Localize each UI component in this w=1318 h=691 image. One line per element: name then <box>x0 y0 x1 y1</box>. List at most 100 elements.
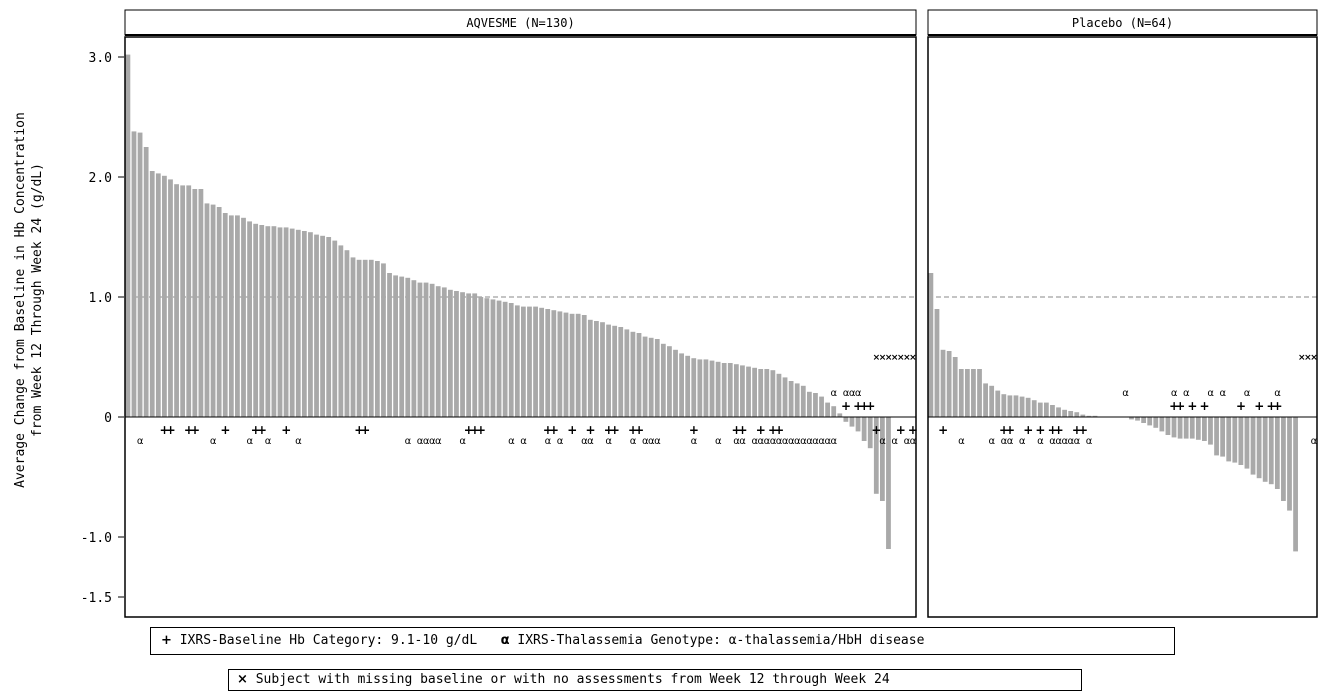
bar <box>235 215 240 417</box>
bar <box>612 325 618 417</box>
bar <box>411 280 417 417</box>
alpha-marker: α <box>739 436 746 447</box>
plus-marker-icon: + <box>161 633 172 648</box>
alpha-marker: α <box>879 436 886 447</box>
plus-marker: + <box>604 423 614 437</box>
bar <box>873 417 879 494</box>
bar <box>308 232 313 417</box>
alpha-marker: α <box>295 436 302 447</box>
bar <box>521 306 526 417</box>
plus-marker: + <box>738 423 748 437</box>
bar <box>447 289 453 417</box>
plus-marker: + <box>999 423 1009 437</box>
alpha-marker: α <box>581 436 588 447</box>
plus-marker: + <box>257 423 267 437</box>
bar <box>660 343 666 417</box>
plus-marker: + <box>1254 399 1264 413</box>
bar <box>228 215 234 417</box>
y-tick-label: -1.0 <box>81 531 112 546</box>
bar <box>983 383 988 417</box>
plus-marker: + <box>1266 399 1276 413</box>
alpha-marker: α <box>1219 388 1226 399</box>
waterfall-chart: Average Change from Baseline in Hb Conce… <box>13 9 1318 618</box>
alpha-marker: α <box>800 436 807 447</box>
plus-marker: + <box>281 423 291 437</box>
bar <box>886 417 891 549</box>
plus-marker: + <box>543 423 553 437</box>
bar <box>1293 417 1298 552</box>
bar <box>636 333 642 417</box>
panel-frame <box>124 36 917 618</box>
alpha-marker: α <box>210 436 217 447</box>
bar <box>1159 417 1165 432</box>
plus-marker: + <box>1175 399 1185 413</box>
missing-marker: × <box>1310 353 1318 363</box>
bar <box>673 349 678 417</box>
bar <box>1268 417 1274 485</box>
alpha-marker: α <box>545 436 552 447</box>
legend-box-missing: × Subject with missing baseline or with … <box>228 669 1082 691</box>
missing-marker: × <box>873 353 881 363</box>
missing-marker-icon: × <box>237 672 248 687</box>
bar <box>685 355 691 417</box>
bar <box>1129 417 1134 420</box>
bar <box>752 367 757 417</box>
bar <box>758 369 764 417</box>
y-tick-label: 2.0 <box>89 171 112 186</box>
plus-marker: + <box>628 423 638 437</box>
bar <box>1238 417 1244 465</box>
bar <box>575 313 581 417</box>
alpha-marker: α <box>459 436 466 447</box>
bar <box>1080 414 1086 417</box>
plus-marker: + <box>470 423 480 437</box>
bar <box>934 309 940 417</box>
alpha-marker: α <box>1037 436 1044 447</box>
bar <box>867 417 873 449</box>
plus-marker: + <box>220 423 230 437</box>
plus-marker: + <box>1236 399 1246 413</box>
bar <box>1135 417 1140 421</box>
plus-marker: + <box>865 399 875 413</box>
alpha-marker: α <box>715 436 722 447</box>
bar <box>374 261 380 417</box>
alpha-marker: α <box>849 388 856 399</box>
bar <box>618 327 624 417</box>
alpha-marker: α <box>812 436 819 447</box>
alpha-marker: α <box>508 436 515 447</box>
bar <box>995 390 1001 417</box>
plus-marker: + <box>610 423 620 437</box>
alpha-marker: α <box>429 436 436 447</box>
alpha-marker: α <box>806 436 813 447</box>
missing-marker: × <box>897 353 905 363</box>
bar <box>545 309 551 417</box>
alpha-marker: α <box>1074 436 1081 447</box>
bar <box>478 297 484 417</box>
alpha-marker: α <box>764 436 771 447</box>
bar <box>143 147 149 417</box>
missing-marker: × <box>909 353 917 363</box>
bar <box>733 364 739 417</box>
bar <box>1287 417 1292 511</box>
y-tick-label: 0 <box>104 411 112 426</box>
bar <box>265 226 271 417</box>
alpha-marker: α <box>733 436 740 447</box>
bar <box>813 393 818 417</box>
bar <box>1226 417 1232 462</box>
bar <box>241 217 246 417</box>
bar <box>320 235 325 417</box>
alpha-marker: α <box>782 436 789 447</box>
bar <box>399 276 405 417</box>
bar <box>155 173 161 417</box>
bar <box>502 301 508 417</box>
bar <box>788 381 794 417</box>
bar <box>587 319 593 417</box>
bar <box>484 298 490 417</box>
bar <box>186 185 192 417</box>
bar <box>441 287 447 417</box>
panel-1: AQVESME (N=130)++ ++ + ++ + ++ +++ ++ + + ++ ++ + ++ +… <box>124 9 918 618</box>
plus-marker: + <box>160 423 170 437</box>
bar <box>855 417 861 432</box>
bar <box>879 417 885 501</box>
alpha-marker: α <box>794 436 801 447</box>
panel-title: Placebo (N=64) <box>1072 16 1173 30</box>
